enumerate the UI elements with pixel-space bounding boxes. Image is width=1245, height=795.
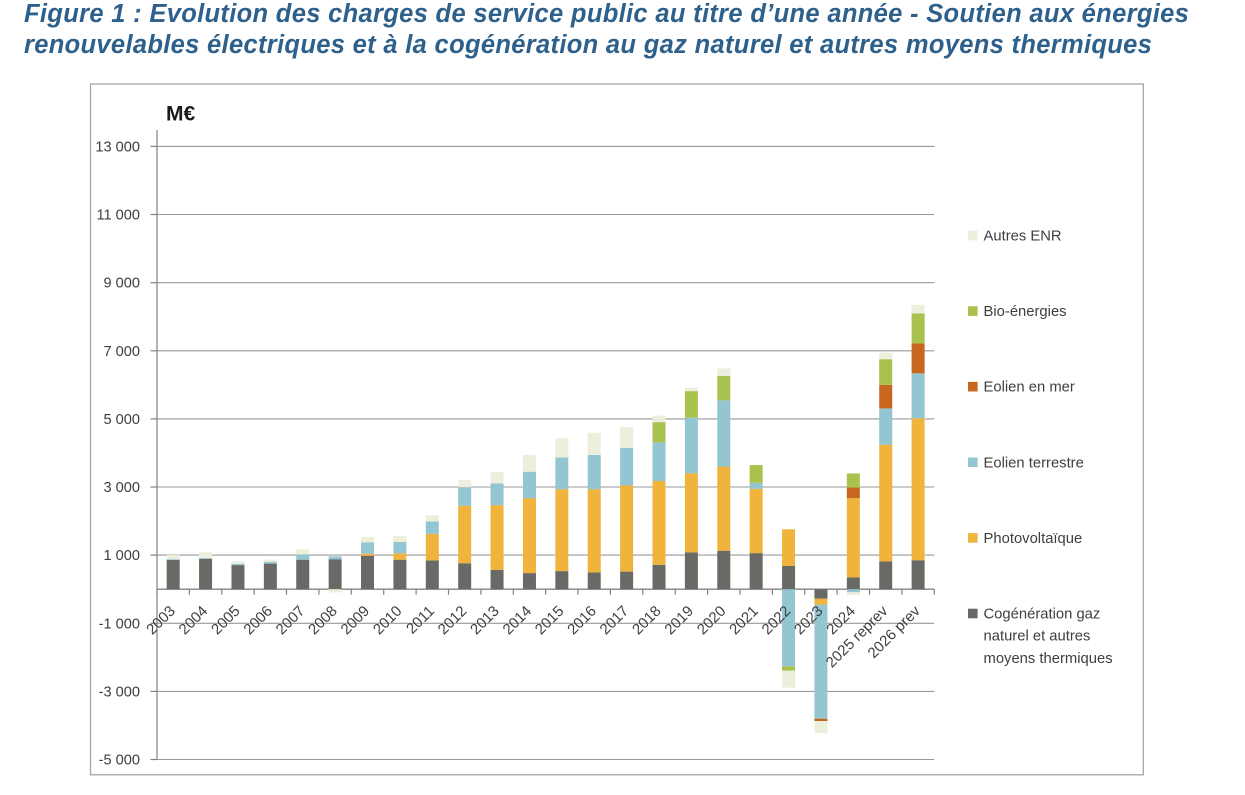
svg-text:Photovoltaïque: Photovoltaïque <box>984 531 1083 547</box>
svg-text:9 000: 9 000 <box>103 276 140 292</box>
svg-text:2014: 2014 <box>500 603 536 639</box>
svg-text:Cogénération gaz: Cogénération gaz <box>984 607 1101 623</box>
svg-text:2010: 2010 <box>370 603 406 639</box>
svg-text:naturel et autres: naturel et autres <box>984 629 1091 645</box>
svg-text:2013: 2013 <box>467 603 503 639</box>
svg-text:-1 000: -1 000 <box>99 616 140 632</box>
svg-text:2004: 2004 <box>176 603 212 639</box>
svg-text:M€: M€ <box>166 103 195 126</box>
svg-text:1 000: 1 000 <box>103 548 140 564</box>
svg-text:Eolien terrestre: Eolien terrestre <box>984 455 1084 471</box>
svg-text:5 000: 5 000 <box>103 412 140 428</box>
svg-text:2012: 2012 <box>435 603 471 639</box>
svg-text:2011: 2011 <box>403 603 438 638</box>
svg-text:2017: 2017 <box>597 603 633 639</box>
svg-text:2007: 2007 <box>273 603 309 639</box>
svg-text:2018: 2018 <box>629 603 665 639</box>
svg-text:2009: 2009 <box>338 603 374 639</box>
svg-text:2015: 2015 <box>532 603 568 639</box>
svg-text:2020: 2020 <box>694 603 730 639</box>
svg-text:11 000: 11 000 <box>96 208 140 224</box>
svg-text:Eolien en mer: Eolien en mer <box>984 380 1075 396</box>
svg-text:Autres ENR: Autres ENR <box>984 229 1062 245</box>
svg-text:2008: 2008 <box>305 603 341 639</box>
svg-text:7 000: 7 000 <box>103 344 140 360</box>
svg-text:-3 000: -3 000 <box>99 684 140 700</box>
svg-text:2006: 2006 <box>240 603 276 639</box>
svg-text:2021: 2021 <box>726 603 762 639</box>
svg-text:Bio-énergies: Bio-énergies <box>984 304 1067 320</box>
svg-text:2019: 2019 <box>661 603 697 639</box>
svg-text:-5 000: -5 000 <box>99 753 140 769</box>
svg-text:2003: 2003 <box>143 603 179 639</box>
svg-text:2016: 2016 <box>564 603 600 639</box>
svg-text:13 000: 13 000 <box>95 139 140 155</box>
svg-text:3 000: 3 000 <box>103 480 140 496</box>
svg-text:2005: 2005 <box>208 603 244 639</box>
svg-text:moyens thermiques: moyens thermiques <box>984 651 1113 667</box>
